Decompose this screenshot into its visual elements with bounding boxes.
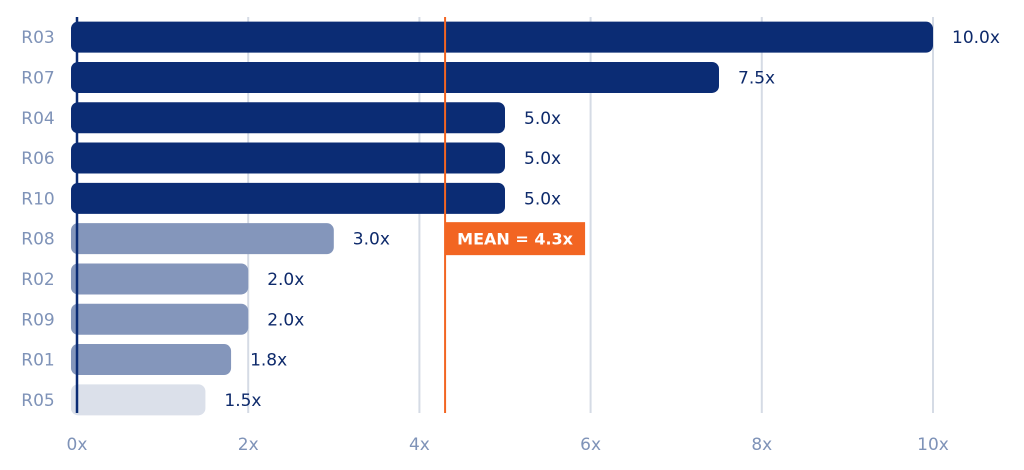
bar-r03: [71, 21, 933, 53]
category-labels: R03 R07 R04 R06 R10 R08 R02 R09 R01 R05: [21, 28, 54, 411]
value-label: 5.0x: [524, 109, 561, 129]
x-tick-label: 0x: [67, 435, 88, 455]
bar-r04: [71, 102, 505, 134]
bar-r07: [71, 61, 719, 93]
value-label: 1.5x: [224, 391, 261, 411]
bar-r05: [71, 384, 206, 416]
x-tick-label: 2x: [238, 435, 259, 455]
category-label: R07: [21, 68, 54, 88]
category-label: R02: [21, 270, 54, 290]
x-tick-label: 6x: [580, 435, 601, 455]
category-label: R01: [21, 351, 54, 371]
bar-r02: [71, 263, 249, 295]
x-tick-label: 10x: [917, 435, 949, 455]
x-tick-labels: 0x 2x 4x 6x 8x 10x: [67, 435, 949, 455]
mean-label: MEAN = 4.3x: [457, 230, 574, 249]
value-label: 2.0x: [267, 270, 304, 290]
category-label: R05: [21, 391, 54, 411]
bars: [71, 21, 933, 416]
mean-line-group: MEAN = 4.3x: [444, 17, 586, 413]
x-tick-label: 8x: [751, 435, 772, 455]
value-label: 5.0x: [524, 149, 561, 169]
bar-r09: [71, 303, 249, 335]
value-label: 1.8x: [250, 351, 287, 371]
value-label: 2.0x: [267, 310, 304, 330]
value-labels: 10.0x 7.5x 5.0x 5.0x 5.0x 3.0x 2.0x 2.0x 1.8x 1.5…: [224, 28, 1000, 411]
category-label: R06: [21, 149, 54, 169]
value-label: 3.0x: [353, 230, 390, 250]
bar-r06: [71, 142, 505, 174]
category-label: R09: [21, 310, 54, 330]
category-label: R10: [21, 189, 54, 209]
category-label: R04: [21, 109, 54, 129]
bar-r10: [71, 182, 505, 214]
x-tick-label: 4x: [409, 435, 430, 455]
mean-label-box: [445, 222, 586, 256]
bar-r01: [71, 344, 232, 376]
category-label: R03: [21, 28, 54, 48]
value-label: 7.5x: [738, 68, 775, 88]
value-label: 5.0x: [524, 189, 561, 209]
category-label: R08: [21, 230, 54, 250]
value-label: 10.0x: [952, 28, 1000, 48]
bar-r08: [71, 223, 334, 255]
